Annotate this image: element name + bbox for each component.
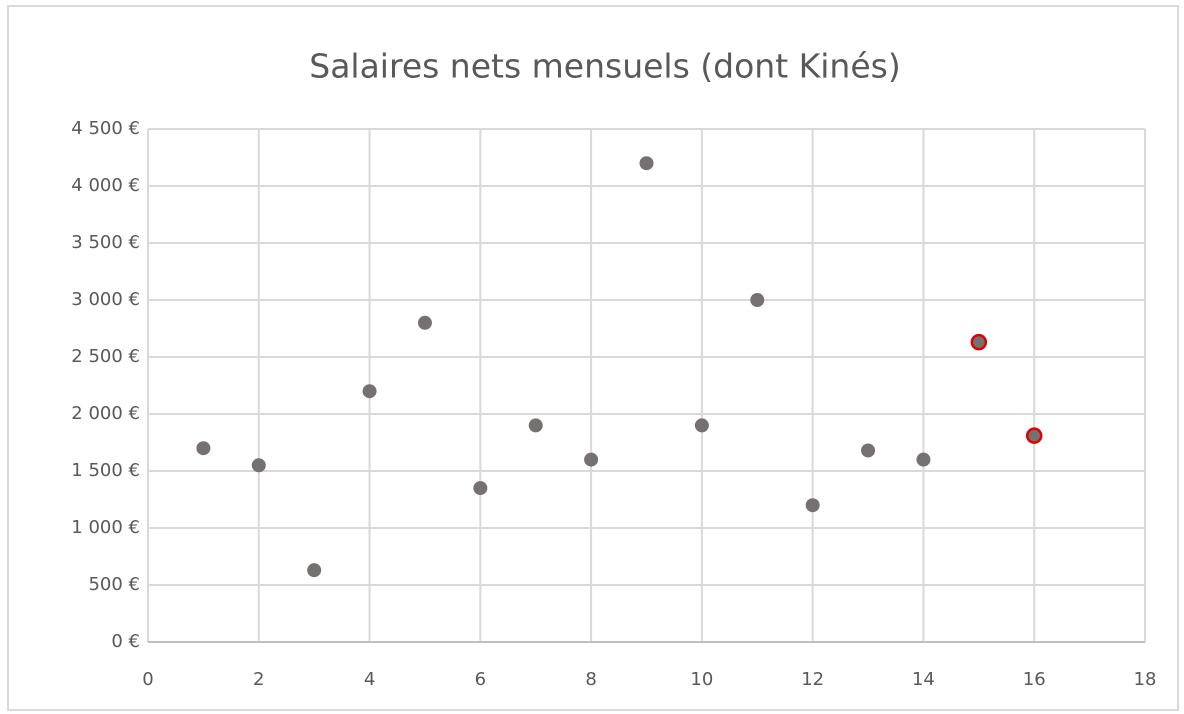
- x-tick-label: 14: [912, 669, 935, 690]
- y-tick-label: 500 €: [88, 574, 140, 595]
- point: [916, 452, 931, 467]
- y-tick-label: 2 000 €: [71, 403, 140, 424]
- y-tick-label: 4 500 €: [71, 118, 140, 139]
- chart-title: Salaires nets mensuels (dont Kinés): [309, 47, 900, 86]
- point: [750, 293, 765, 307]
- x-tick-label: 2: [253, 669, 264, 690]
- y-tick-label: 0 €: [111, 631, 140, 652]
- point: [1025, 427, 1043, 444]
- point: [970, 333, 988, 351]
- point: [417, 315, 432, 330]
- x-tick-label: 4: [364, 669, 375, 690]
- x-tick-label: 0: [142, 669, 153, 690]
- y-tick-label: 1 000 €: [71, 517, 140, 538]
- x-tick-label: 8: [585, 669, 596, 690]
- y-tick-label: 3 000 €: [71, 289, 140, 310]
- x-tick-label: 16: [1023, 669, 1046, 690]
- x-tick-label: 18: [1134, 669, 1157, 690]
- point: [473, 481, 488, 496]
- x-tick-label: 10: [690, 669, 713, 690]
- point: [251, 458, 266, 473]
- point: [805, 498, 820, 513]
- x-tick-label: 12: [801, 669, 824, 690]
- y-tick-label: 4 000 €: [71, 175, 140, 196]
- point: [584, 452, 599, 467]
- point: [694, 418, 709, 433]
- point: [362, 384, 377, 399]
- point: [307, 563, 322, 578]
- point: [639, 156, 654, 171]
- y-tick-label: 3 500 €: [71, 232, 140, 253]
- x-tick-label: 6: [475, 669, 486, 690]
- y-tick-label: 1 500 €: [71, 460, 140, 481]
- point: [196, 441, 211, 456]
- y-tick-label: 2 500 €: [71, 346, 140, 367]
- point: [528, 418, 543, 433]
- point: [861, 443, 876, 458]
